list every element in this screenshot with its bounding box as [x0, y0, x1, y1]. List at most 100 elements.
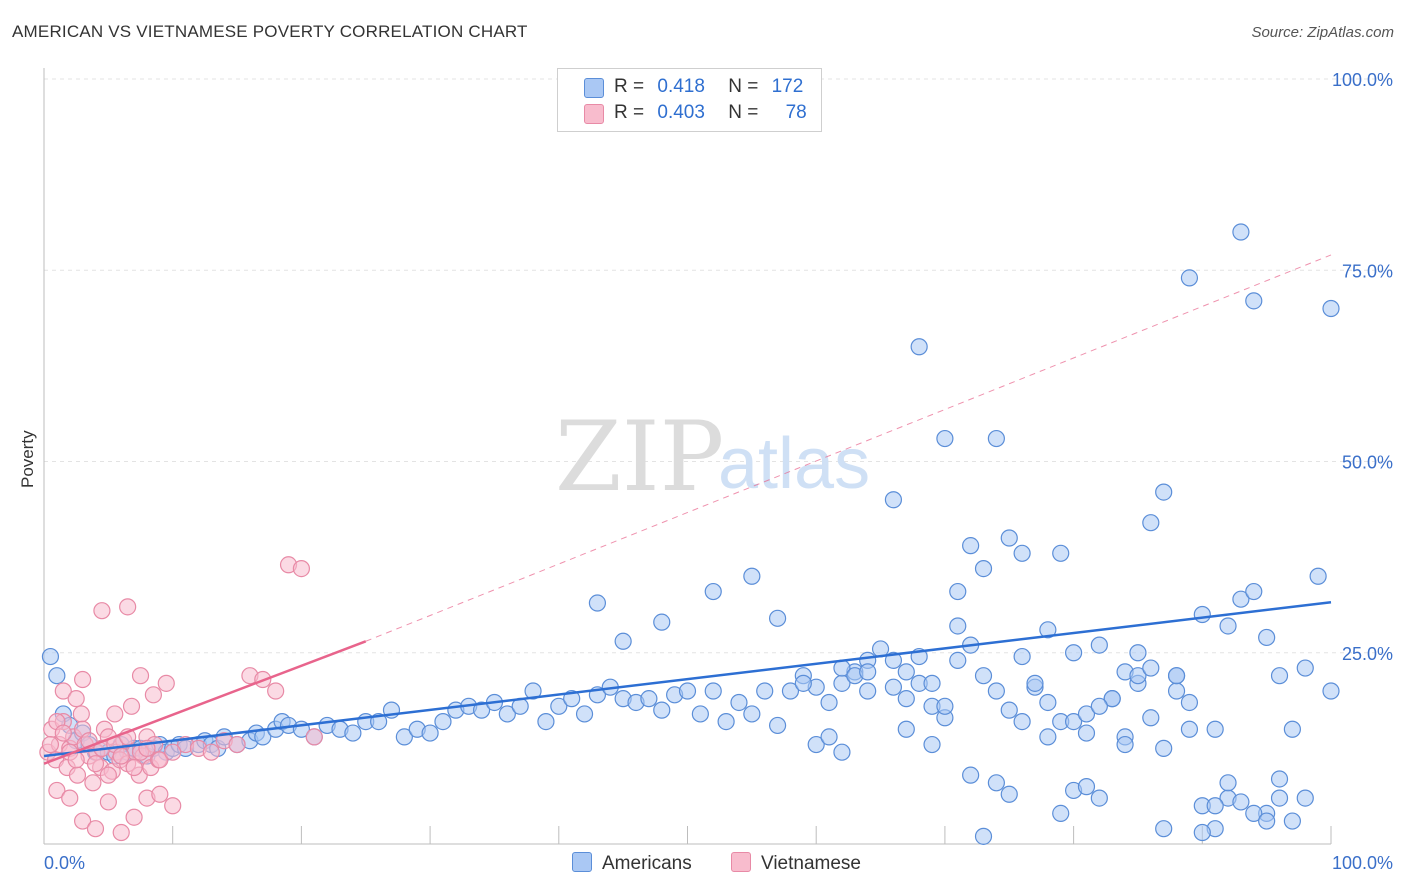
american-point	[962, 766, 980, 784]
american-point	[1039, 728, 1057, 746]
american-point	[743, 705, 761, 723]
american-point	[781, 682, 800, 700]
gridlines	[44, 78, 1393, 654]
american-point	[41, 647, 60, 666]
american-point	[1103, 690, 1121, 708]
vietnamese-point	[86, 820, 105, 838]
american-point	[614, 632, 632, 650]
american-point	[1283, 720, 1301, 738]
american-point	[678, 682, 697, 700]
american-point	[1232, 793, 1250, 811]
american-point	[653, 701, 671, 719]
american-point	[910, 338, 928, 356]
vietnamese-point	[41, 735, 60, 754]
vietnamese-point	[106, 705, 124, 723]
american-point	[1077, 778, 1096, 796]
american-point	[923, 674, 941, 692]
y-tick-label: 50.0%	[1342, 453, 1393, 473]
american-point	[820, 728, 838, 746]
american-point	[820, 693, 838, 712]
american-point	[1245, 582, 1263, 601]
watermark-atlas: atlas	[718, 424, 870, 504]
american-point	[1090, 697, 1108, 715]
american-point	[884, 678, 903, 696]
vietnamese-point	[292, 559, 310, 578]
american-point	[1142, 659, 1160, 677]
american-point	[807, 735, 825, 754]
bottom-legend-americans: Americans	[572, 852, 692, 875]
american-point	[1064, 712, 1083, 731]
trend-lines	[43, 254, 1332, 765]
american-point	[949, 617, 967, 635]
american-point	[768, 716, 787, 735]
american-point	[730, 693, 748, 712]
american-point	[897, 690, 915, 708]
american-point	[575, 705, 594, 723]
vietnamese-point	[99, 766, 117, 784]
american-point	[897, 720, 915, 738]
american-point	[1283, 812, 1301, 830]
american-point	[1232, 223, 1250, 241]
american-point	[691, 705, 709, 723]
american-point	[987, 682, 1005, 700]
legend: R = 0.418 N = 172 R = 0.403 N = 78	[557, 68, 822, 132]
legend-r-label: R =	[614, 102, 645, 123]
legend-r-label: R =	[614, 76, 645, 97]
vietnamese-point	[228, 735, 246, 754]
american-point	[1077, 705, 1096, 723]
american-point	[640, 690, 658, 708]
american-point	[884, 651, 903, 670]
legend-n-label: N =	[728, 102, 759, 123]
tick-labels: 25.0% 50.0% 75.0% 100.0% 0.0% 100.0%	[44, 70, 1393, 873]
vietnamese-point	[67, 690, 85, 708]
american-point	[923, 735, 941, 754]
american-point	[962, 537, 980, 555]
american-point	[1090, 789, 1108, 807]
american-point	[1219, 774, 1237, 792]
american-point	[1296, 789, 1314, 807]
american-point	[1322, 299, 1340, 318]
american-point	[833, 743, 851, 761]
american-point	[1258, 812, 1276, 830]
american-point	[1245, 292, 1263, 310]
american-point	[704, 582, 722, 601]
vietnamese-point	[202, 743, 220, 761]
american-point	[1180, 693, 1199, 712]
american-point	[949, 582, 967, 601]
vietnamese-point	[54, 724, 72, 742]
legend-swatch-vietnamese	[584, 104, 604, 124]
american-point	[1206, 720, 1224, 738]
american-point	[1116, 735, 1134, 754]
american-point	[936, 697, 954, 715]
bottom-legend-swatch-vietnamese	[731, 852, 751, 872]
vietnamese-point	[48, 781, 66, 800]
vietnamese-point	[74, 670, 92, 689]
y-axis-label: Poverty	[18, 430, 37, 488]
x-tick-label: 100.0%	[1332, 853, 1393, 873]
chart-title: AMERICAN VS VIETNAMESE POVERTY CORRELATI…	[12, 22, 528, 41]
vietnamese-point	[99, 793, 117, 811]
legend-n-value: 78	[785, 102, 807, 123]
watermark: ZIP atlas	[555, 401, 870, 513]
american-point	[1180, 720, 1199, 738]
american-point	[1193, 605, 1211, 624]
vietnamese-point	[54, 682, 72, 700]
vietnamese-point	[84, 774, 102, 792]
american-point	[395, 728, 413, 746]
source-label: Source: ZipAtlas.com	[1251, 24, 1394, 41]
american-point	[48, 667, 66, 685]
american-point	[794, 674, 812, 692]
american-point	[743, 567, 761, 585]
american-point	[1026, 674, 1044, 692]
y-tick-label: 75.0%	[1342, 261, 1393, 281]
x-tick-label: 0.0%	[44, 853, 85, 873]
legend-r-value: 0.403	[657, 102, 705, 123]
vietnamese-point	[112, 747, 130, 765]
legend-n-label: N =	[728, 76, 759, 97]
american-point	[1193, 823, 1211, 842]
bottom-legend-label: Americans	[602, 853, 692, 874]
vietnamese-point	[86, 755, 105, 773]
vietnamese-point	[164, 743, 182, 761]
american-point	[1155, 483, 1173, 501]
american-point	[1000, 529, 1018, 547]
